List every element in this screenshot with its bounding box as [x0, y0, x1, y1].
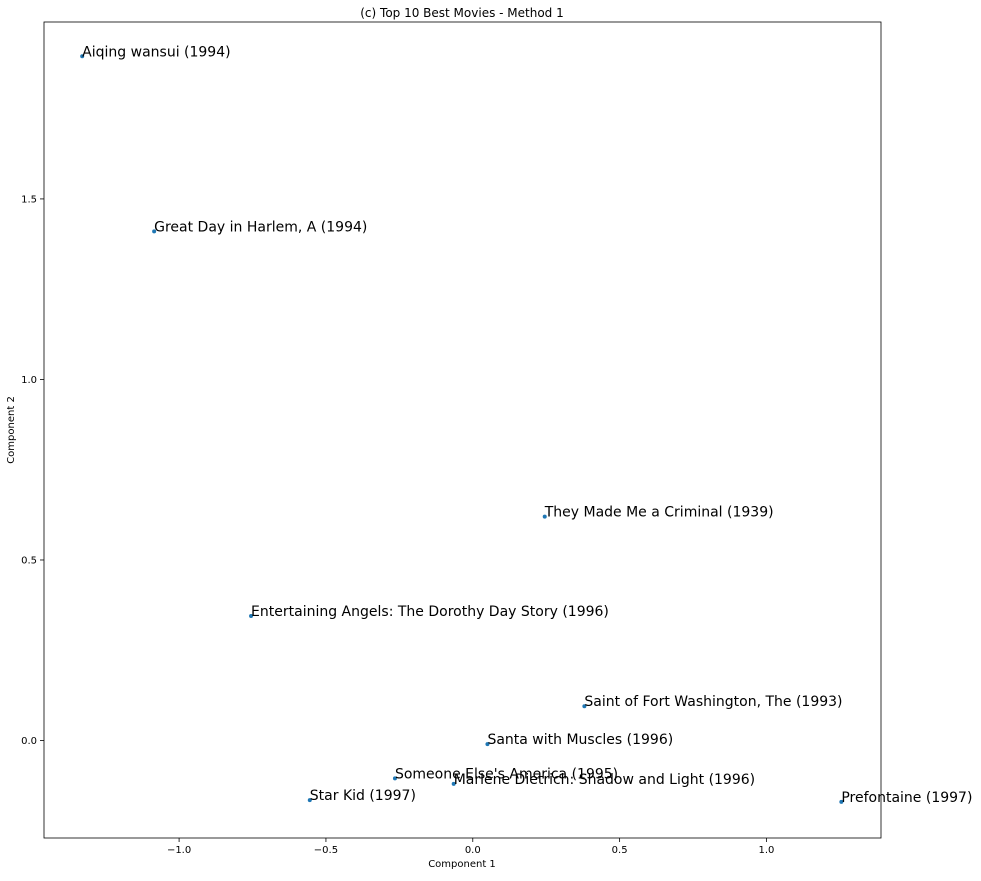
y-tick-label: 1.0 — [21, 375, 37, 386]
point-labels: Aiqing wansui (1994) Great Day in Harlem,… — [82, 44, 972, 806]
x-tick-label: 0.5 — [612, 845, 628, 856]
data-point — [582, 704, 587, 709]
point-label: Saint of Fort Washington, The (1993) — [584, 694, 842, 710]
data-point — [485, 742, 490, 747]
y-axis-ticks: 0.0 0.5 1.0 1.5 — [21, 194, 44, 747]
x-tick-label: −1.0 — [167, 845, 191, 856]
x-axis-ticks: −1.0 −0.5 0.0 0.5 1.0 — [167, 838, 774, 856]
point-label: Entertaining Angels: The Dorothy Day Sto… — [251, 604, 609, 620]
point-label: Marlene Dietrich: Shadow and Light (1996… — [454, 772, 755, 788]
y-tick-label: 1.5 — [21, 194, 37, 205]
data-point — [152, 229, 157, 234]
data-points — [80, 54, 844, 804]
x-axis-label: Component 1 — [428, 859, 496, 870]
point-label: Aiqing wansui (1994) — [82, 44, 230, 60]
data-point — [249, 613, 254, 618]
data-point — [307, 798, 312, 803]
chart-title: (c) Top 10 Best Movies - Method 1 — [360, 6, 564, 20]
data-point — [451, 781, 456, 786]
point-label: Santa with Muscles (1996) — [487, 732, 673, 748]
point-label: Someone Else's America (1995) — [395, 766, 618, 782]
point-label: They Made Me a Criminal (1939) — [544, 505, 774, 521]
y-axis-label: Component 2 — [6, 396, 17, 464]
x-tick-label: 0.0 — [465, 845, 481, 856]
plot-frame — [43, 21, 882, 839]
y-tick-label: 0.5 — [21, 555, 37, 566]
y-tick-label: 0.0 — [21, 736, 37, 747]
point-label: Great Day in Harlem, A (1994) — [154, 219, 367, 235]
data-point — [392, 776, 397, 781]
point-label: Star Kid (1997) — [310, 788, 416, 804]
x-tick-label: 1.0 — [759, 845, 775, 856]
plot-area: −1.0 −0.5 0.0 0.5 1.0 0.0 0.5 1.0 1.5 Aiqing wa… — [21, 21, 972, 856]
x-tick-label: −0.5 — [314, 845, 338, 856]
point-label: Prefontaine (1997) — [841, 790, 972, 806]
data-point — [839, 799, 844, 804]
data-point — [542, 514, 547, 519]
data-point — [80, 54, 85, 59]
